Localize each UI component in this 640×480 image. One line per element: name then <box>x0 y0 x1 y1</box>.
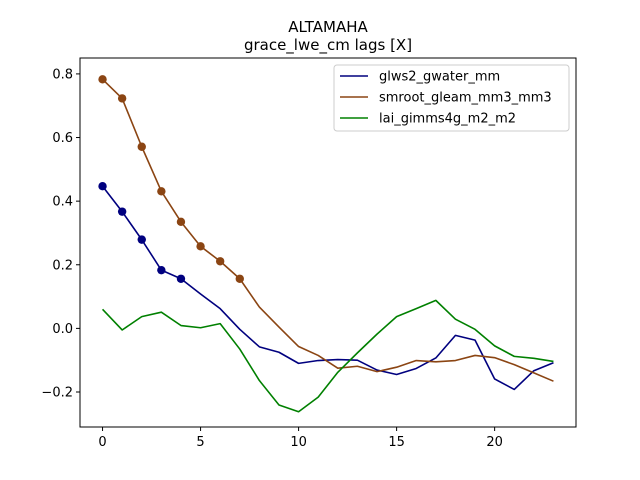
legend-label-0: glws2_gwater_mm <box>379 70 500 85</box>
y-tick-label-4: 0.6 <box>52 131 73 146</box>
data-point-0-1 <box>117 207 127 216</box>
x-tick-label-0: 0 <box>98 435 106 450</box>
y-tick-label-2: 0.2 <box>52 258 73 273</box>
y-tick-label-3: 0.4 <box>52 195 73 210</box>
y-tick-label-5: 0.8 <box>52 67 73 82</box>
legend: glws2_gwater_mm smroot_gleam_mm3_mm3 lai_g… <box>333 64 570 132</box>
series-line-2 <box>101 299 554 413</box>
axes: 0 5 10 15 20 −0.2 0.0 0.2 0.4 0.6 0.8 <box>41 57 577 450</box>
chart-subtitle: grace_lwe_cm lags [X] <box>244 36 412 55</box>
axes-frame <box>79 57 577 428</box>
legend-label-1: smroot_gleam_mm3_mm3 <box>379 91 552 106</box>
x-tick-label-4: 20 <box>486 435 503 450</box>
data-point-0-2 <box>137 235 146 244</box>
y-tick-label-1: 0.0 <box>52 322 73 337</box>
data-point-0-4 <box>176 274 186 283</box>
data-point-0-3 <box>157 265 166 275</box>
x-tick-label-3: 15 <box>388 435 405 450</box>
chart-title: ALTAMAHA <box>288 18 368 36</box>
data-point-1-3 <box>157 187 166 196</box>
plot-area <box>98 75 554 413</box>
data-point-1-0 <box>98 75 107 84</box>
data-point-1-4 <box>176 217 186 227</box>
legend-box <box>333 64 570 132</box>
data-point-1-1 <box>117 94 127 103</box>
x-tick-label-1: 5 <box>196 435 204 450</box>
data-point-0-0 <box>98 181 107 191</box>
x-tick-label-2: 10 <box>290 435 307 450</box>
series-line-1 <box>101 78 554 382</box>
data-point-1-7 <box>235 274 244 283</box>
data-point-1-5 <box>196 242 205 251</box>
data-point-1-6 <box>215 257 225 266</box>
legend-label-2: lai_gimms4g_m2_m2 <box>379 112 516 127</box>
data-point-1-2 <box>137 142 146 151</box>
y-tick-label-0: −0.2 <box>41 386 73 401</box>
